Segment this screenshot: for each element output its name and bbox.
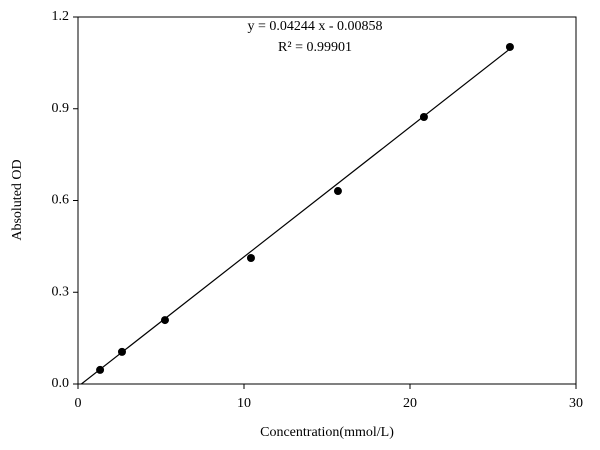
data-point [160, 316, 169, 325]
y-axis-label: Absoluted OD [10, 159, 25, 240]
y-tick-label: 0.9 [52, 101, 70, 116]
data-point [419, 113, 428, 122]
fit-equation: y = 0.04244 x - 0.00858 [247, 19, 382, 34]
fit-line [80, 48, 511, 385]
data-point [96, 365, 105, 374]
data-point [333, 187, 342, 196]
data-point [505, 42, 514, 51]
y-tick-label: 0.6 [52, 193, 70, 208]
data-point [117, 347, 126, 356]
x-tick-label: 10 [237, 396, 251, 411]
x-tick-label: 30 [569, 396, 583, 411]
y-tick-label: 1.2 [52, 9, 70, 24]
y-tick-label: 0.0 [52, 376, 70, 391]
x-tick-label: 20 [403, 396, 417, 411]
y-tick-label: 0.3 [52, 284, 70, 299]
data-point [246, 253, 255, 262]
x-tick-label: 0 [75, 396, 82, 411]
x-axis-label: Concentration(mmol/L) [260, 425, 394, 440]
r-squared: R² = 0.99901 [278, 40, 352, 55]
